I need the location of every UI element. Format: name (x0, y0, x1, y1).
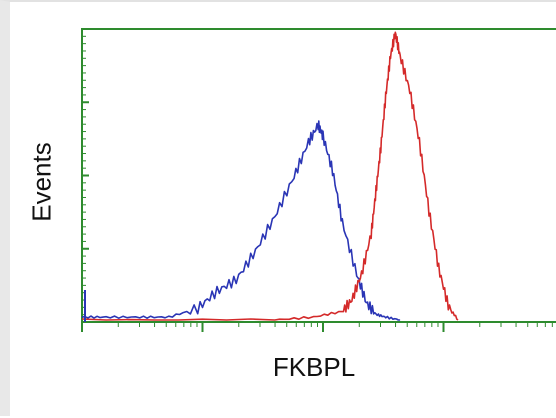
plot-frame (81, 28, 556, 323)
series-line-1 (81, 120, 401, 321)
histogram-plot (81, 28, 556, 332)
series-line-2 (81, 31, 459, 321)
x-axis-label: FKBPL (272, 352, 356, 382)
y-axis-label: Events (26, 142, 57, 222)
